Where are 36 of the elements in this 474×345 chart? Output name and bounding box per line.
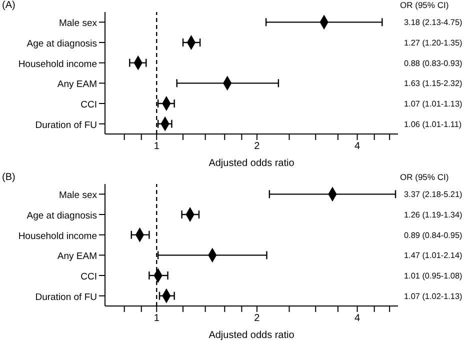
y-tick-label: Household income (18, 58, 97, 70)
y-tick-label: CCI (80, 100, 97, 110)
y-tick-label: Any EAM (57, 251, 98, 262)
y-tick-label: Any EAM (57, 79, 98, 90)
data-label: 1.06 (1.01-1.11) (404, 120, 462, 129)
data-label: 0.89 (0.84-0.95) (404, 230, 463, 240)
data-label: 0.88 (0.83-0.93) (404, 58, 463, 68)
text: OR (95% CI) (400, 0, 449, 10)
data-label: 1.47 (1.01-2.14) (404, 251, 463, 260)
x-axis-title: Adjusted odds ratio (208, 158, 295, 169)
x-tick-label: 1 (154, 313, 160, 324)
y-tick-label: Age at diagnosis (26, 210, 98, 222)
y-tick-label: Duration of FU (35, 120, 98, 131)
y-tick-label: Duration of FU (35, 292, 98, 303)
data-label: 3.37 (2.18-5.21) (404, 190, 463, 200)
data-label: 1.01 (0.95-1.08) (404, 272, 463, 280)
text: (B) (2, 172, 16, 183)
x-tick-label: 2 (254, 313, 260, 324)
x-tick-label: 2 (254, 141, 260, 152)
y-tick-label: CCI (80, 272, 97, 282)
data-label: 1.26 (1.19-1.34) (404, 210, 463, 220)
x-tick-label: 4 (354, 141, 360, 152)
y-tick-label: Household income (18, 230, 97, 242)
data-label: 3.18 (2.13-4.75) (404, 18, 463, 28)
y-tick-label: Age at diagnosis (26, 38, 98, 50)
x-tick-label: 4 (354, 313, 360, 324)
data-label: 1.63 (1.15-2.32) (404, 79, 463, 88)
text: (A) (2, 0, 16, 11)
x-axis-title: Adjusted odds ratio (208, 330, 295, 341)
data-label: 1.07 (1.02-1.13) (404, 292, 463, 301)
y-tick-label: Male sex (58, 190, 98, 202)
data-label: 1.07 (1.01-1.13) (404, 100, 463, 108)
x-tick-label: 1 (154, 141, 160, 152)
data-label: 1.27 (1.20-1.35) (404, 38, 463, 48)
y-tick-label: Male sex (58, 18, 98, 30)
text: OR (95% CI) (400, 172, 449, 182)
